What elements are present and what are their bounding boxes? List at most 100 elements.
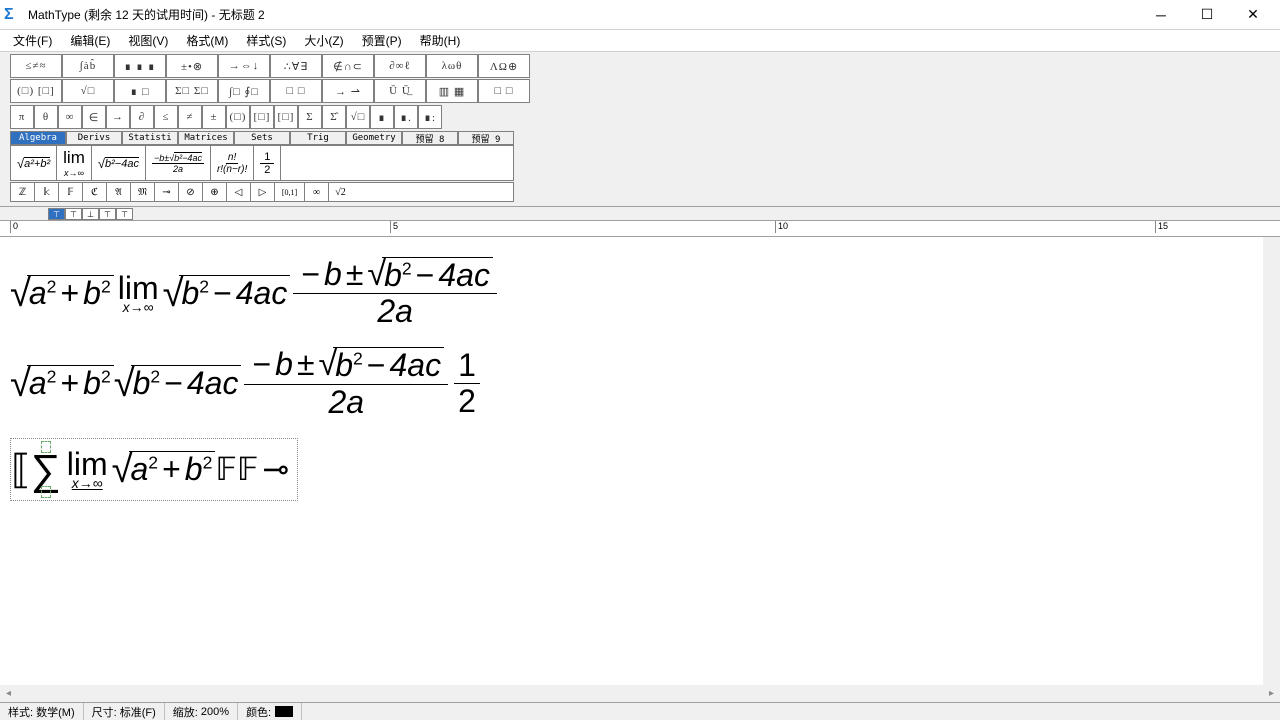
tmpl-slot1[interactable]: ∎ <box>370 105 394 129</box>
sym-oplus[interactable]: ⊕ <box>202 182 226 202</box>
sym-oslash[interactable]: ⊘ <box>178 182 202 202</box>
tmpl-sqrt-small[interactable]: √□ <box>346 105 370 129</box>
status-bar: 样式: 数学(M) 尺寸: 标准(F) 缩放: 200% 颜色: <box>0 702 1280 720</box>
palette-greek-lower[interactable]: λωθ <box>426 54 478 78</box>
menu-edit[interactable]: 编辑(E) <box>61 30 119 51</box>
tab-algebra[interactable]: Algebra <box>10 131 66 145</box>
view-toggle-5[interactable]: ⊤ <box>116 208 133 220</box>
palette-accents[interactable]: ∫ȧb̂ <box>62 54 114 78</box>
palette-sums[interactable]: Σ□ Σ□ <box>166 79 218 103</box>
sym-tri-left[interactable]: ◁ <box>226 182 250 202</box>
sym-F[interactable]: 𝔽 <box>58 182 82 202</box>
menu-format[interactable]: 格式(M) <box>177 30 237 51</box>
palette-products[interactable]: Ū Ū̲ <box>374 79 426 103</box>
horizontal-scrollbar[interactable]: ◂ ▸ <box>0 685 1280 702</box>
sym-sqrt2[interactable]: √2 <box>328 182 352 202</box>
status-zoom[interactable]: 缩放: 200% <box>165 703 238 720</box>
menu-preset[interactable]: 预置(P) <box>353 30 411 51</box>
sym-inf-small[interactable]: ∞ <box>304 182 328 202</box>
sym-pm[interactable]: ± <box>202 105 226 129</box>
sym-arrow[interactable]: → <box>106 105 130 129</box>
sym-M[interactable]: 𝔐 <box>130 182 154 202</box>
symbol-palette: ≤≠≈ ∫ȧb̂ ∎ ∎ ∎ ±•⊗ →⇔↓ ∴∀∃ ∉∩⊂ ∂∞ℓ λωθ Λ… <box>0 52 1280 207</box>
palette-calculus[interactable]: ∂∞ℓ <box>374 54 426 78</box>
view-toggle-2[interactable]: ⊤ <box>65 208 82 220</box>
tmpl-brackets2[interactable]: [□] <box>274 105 298 129</box>
status-style[interactable]: 样式: 数学(M) <box>0 703 84 720</box>
sum-lower-slot[interactable] <box>41 486 51 498</box>
palette-radicals[interactable]: √□ <box>62 79 114 103</box>
tab-reserved-8[interactable]: 预留 8 <box>402 131 458 145</box>
tab-matrices[interactable]: Matrices <box>178 131 234 145</box>
close-button[interactable]: ✕ <box>1230 0 1276 30</box>
tmpl-sum-small[interactable]: Σ <box>298 105 322 129</box>
sym-leq[interactable]: ≤ <box>154 105 178 129</box>
sym-tri-right[interactable]: ▷ <box>250 182 274 202</box>
sym-interval[interactable]: [0,1] <box>274 182 304 202</box>
scroll-right-icon[interactable]: ▸ <box>1263 685 1280 702</box>
palette-logic[interactable]: ∴∀∃ <box>270 54 322 78</box>
vertical-scrollbar[interactable] <box>1263 237 1280 685</box>
view-toggle-1[interactable]: ⊤ <box>48 208 65 220</box>
equation-line-3: ⟦ ∑ limx→∞ √a2+b2 𝔽𝔽 ⊸ <box>10 438 1270 502</box>
sym-element[interactable]: ∈ <box>82 105 106 129</box>
tab-reserved-9[interactable]: 预留 9 <box>458 131 514 145</box>
palette-integrals[interactable]: ∫□ ∮□ <box>218 79 270 103</box>
template-sqrt-ab[interactable]: √a²+b² <box>11 146 57 180</box>
palette-sub-sup[interactable]: ∎ □ <box>114 79 166 103</box>
tmpl-brackets[interactable]: [□] <box>250 105 274 129</box>
palette-fences[interactable]: (□) [□] <box>10 79 62 103</box>
menu-view[interactable]: 视图(V) <box>119 30 177 51</box>
palette-spacer <box>442 105 1270 129</box>
scroll-left-icon[interactable]: ◂ <box>0 685 17 702</box>
palette-arrows[interactable]: →⇔↓ <box>218 54 270 78</box>
menu-style[interactable]: 样式(S) <box>237 30 295 51</box>
sym-partial[interactable]: ∂ <box>130 105 154 129</box>
sym-neq[interactable]: ≠ <box>178 105 202 129</box>
sym-Z[interactable]: ℤ <box>10 182 34 202</box>
tmpl-parens[interactable]: (□) <box>226 105 250 129</box>
sym-k[interactable]: 𝕜 <box>34 182 58 202</box>
tab-trig[interactable]: Trig <box>290 131 346 145</box>
status-color[interactable]: 颜色: <box>238 703 302 720</box>
menu-file[interactable]: 文件(F) <box>4 30 61 51</box>
tmpl-slot3[interactable]: ∎: <box>418 105 442 129</box>
tab-statistics[interactable]: Statisti <box>122 131 178 145</box>
sym-theta[interactable]: θ <box>34 105 58 129</box>
sym-pi[interactable]: π <box>10 105 34 129</box>
palette-spaces[interactable]: ∎ ∎ ∎ <box>114 54 166 78</box>
palette-relations[interactable]: ≤≠≈ <box>10 54 62 78</box>
template-discriminant[interactable]: √b²−4ac <box>92 146 146 180</box>
smallrow-blank <box>352 182 514 202</box>
sym-infinity[interactable]: ∞ <box>58 105 82 129</box>
tmpl-sum-sub[interactable]: Σ̂ <box>322 105 346 129</box>
palette-overbar[interactable]: □ □ <box>270 79 322 103</box>
template-limit[interactable]: lim x→∞ <box>57 146 92 180</box>
window-title: MathType (剩余 12 天的试用时间) - 无标题 2 <box>28 6 1138 23</box>
sym-A[interactable]: 𝔄 <box>106 182 130 202</box>
template-combination[interactable]: n! r!(n−r)! <box>211 146 254 180</box>
tab-geometry[interactable]: Geometry <box>346 131 402 145</box>
palette-greek-upper[interactable]: ΛΩ⊕ <box>478 54 530 78</box>
sym-C[interactable]: ℭ <box>82 182 106 202</box>
menu-help[interactable]: 帮助(H) <box>411 30 470 51</box>
view-toggle-3[interactable]: ⊥ <box>82 208 99 220</box>
tmpl-slot2[interactable]: ∎. <box>394 105 418 129</box>
equation-editor[interactable]: √a2+b2 limx→∞ √b2−4ac −b±√b2−4ac 2a √a2+… <box>0 237 1280 685</box>
sym-lollipop[interactable]: ⊸ <box>154 182 178 202</box>
palette-operators[interactable]: ±•⊗ <box>166 54 218 78</box>
palette-sets[interactable]: ∉∩⊂ <box>322 54 374 78</box>
tab-derivs[interactable]: Derivs <box>66 131 122 145</box>
minimize-button[interactable]: ─ <box>1138 0 1184 30</box>
status-size[interactable]: 尺寸: 标准(F) <box>84 703 165 720</box>
maximize-button[interactable]: ☐ <box>1184 0 1230 30</box>
template-quadratic[interactable]: −b±√b²−4ac 2a <box>146 146 211 180</box>
palette-labeled-arrows[interactable]: → ⇀ <box>322 79 374 103</box>
view-toggle-4[interactable]: ⊤ <box>99 208 116 220</box>
template-half[interactable]: 1 2 <box>254 146 281 180</box>
menu-size[interactable]: 大小(Z) <box>295 30 352 51</box>
tab-sets[interactable]: Sets <box>234 131 290 145</box>
template-blank <box>281 146 513 180</box>
palette-boxes[interactable]: □ □ <box>478 79 530 103</box>
palette-matrices[interactable]: ▥ ▦ <box>426 79 478 103</box>
